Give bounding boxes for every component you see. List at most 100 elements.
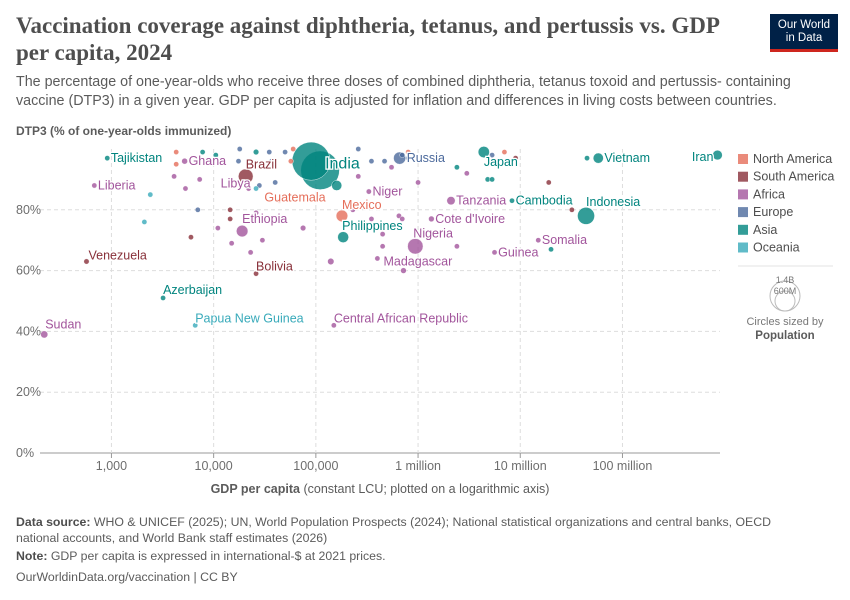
- data-point: [368, 216, 375, 222]
- data-point: [188, 234, 194, 240]
- data-point: [173, 161, 179, 167]
- legend-item-label: Europe: [753, 205, 793, 219]
- x-tick-label: 10 million: [494, 459, 547, 473]
- data-point: [405, 149, 411, 155]
- point-label: Iran: [692, 150, 714, 164]
- point-label: Tanzania: [456, 194, 506, 208]
- data-point: [368, 158, 375, 164]
- point-label: Japan: [484, 155, 518, 169]
- y-tick-label: 40%: [16, 324, 41, 338]
- size-legend-variable: Population: [755, 330, 814, 342]
- data-point: [272, 179, 278, 186]
- data-point: [268, 158, 275, 164]
- data-point: [489, 152, 495, 158]
- x-axis-label-rest: (constant LCU; plotted on a logarithmic …: [303, 482, 549, 496]
- point-label: Papua New Guinea: [195, 311, 303, 325]
- data-point: [235, 158, 242, 164]
- note: Note: GDP per capita is expressed in int…: [16, 548, 816, 564]
- point-label: Niger: [372, 185, 402, 199]
- points-layer: [40, 141, 723, 339]
- data-point: [381, 158, 388, 164]
- point-label: Vietnam: [604, 151, 650, 165]
- data-point: [40, 330, 49, 339]
- data-point: [288, 158, 294, 164]
- data-point: [331, 180, 342, 191]
- x-axis-label: GDP per capita (constant LCU; plotted on…: [211, 482, 550, 496]
- point-label: Russia: [407, 151, 445, 165]
- point-label: Central African Republic: [334, 311, 468, 325]
- point-label: Libya: [221, 177, 251, 191]
- data-point: [501, 149, 508, 155]
- data-source: Data source: WHO & UNICEF (2025); UN, Wo…: [16, 514, 816, 546]
- data-point: [236, 146, 243, 152]
- x-axis-label-bold: GDP per capita: [211, 482, 301, 496]
- data-point: [379, 243, 386, 250]
- data-point: [545, 179, 552, 186]
- data-point: [327, 258, 335, 265]
- data-point: [446, 196, 456, 206]
- data-point: [399, 216, 406, 222]
- data-point: [236, 225, 249, 238]
- data-point: [350, 206, 356, 213]
- x-tick-label: 100 million: [593, 459, 653, 473]
- x-tick-label: 1,000: [96, 459, 127, 473]
- data-point: [253, 210, 259, 216]
- data-point: [259, 237, 266, 243]
- owid-logo[interactable]: Our World in Data: [770, 14, 838, 52]
- data-point: [548, 246, 554, 253]
- legend-item-label: Asia: [753, 223, 777, 237]
- data-point: [388, 164, 395, 171]
- data-point: [147, 191, 154, 198]
- point-label: Indonesia: [586, 195, 640, 209]
- data-point: [245, 185, 252, 192]
- data-point: [399, 152, 406, 158]
- axis-ticks: 0% 20% 40% 60% 80% 1,000 10,000 100,000 1 millio…: [16, 203, 652, 473]
- grid: [40, 149, 720, 458]
- data-point: [83, 258, 90, 265]
- data-point: [428, 215, 435, 222]
- source-url[interactable]: OurWorldinData.org/vaccination | CC BY: [16, 570, 238, 584]
- data-point: [228, 240, 235, 247]
- data-point: [592, 152, 604, 164]
- data-point: [509, 197, 515, 204]
- data-point: [464, 170, 470, 177]
- data-point: [577, 207, 595, 225]
- point-label: Sudan: [45, 317, 81, 331]
- point-label: Liberia: [98, 178, 136, 192]
- point-label: Bolivia: [256, 260, 293, 274]
- x-tick-label: 10,000: [195, 459, 233, 473]
- data-point: [227, 216, 233, 222]
- data-point: [215, 225, 221, 231]
- data-point: [337, 231, 349, 243]
- data-point: [290, 146, 296, 152]
- point-label: Cote d'Ivoire: [435, 212, 505, 226]
- point-label: Tajikistan: [111, 151, 162, 165]
- data-point: [300, 225, 307, 232]
- region-legend: North America South America Africa Europe As…: [738, 152, 834, 267]
- data-point: [182, 185, 189, 192]
- point-label: Philippines: [342, 219, 402, 233]
- note-label: Note:: [16, 549, 48, 563]
- data-point: [712, 150, 723, 161]
- data-point: [227, 206, 233, 213]
- data-point: [266, 149, 273, 155]
- data-point: [253, 270, 259, 277]
- data-point: [355, 146, 362, 152]
- data-point: [366, 188, 372, 195]
- data-point: [355, 173, 362, 180]
- data-point: [171, 173, 177, 180]
- legend-swatch: [738, 224, 748, 235]
- data-point: [181, 157, 188, 165]
- data-point: [491, 249, 498, 256]
- data-point: [160, 295, 166, 301]
- point-label: Guatemala: [264, 191, 325, 205]
- data-point: [253, 149, 260, 156]
- data-point: [282, 149, 288, 155]
- data-point: [331, 322, 337, 329]
- data-point: [335, 209, 348, 222]
- point-label: Nigeria: [413, 226, 453, 240]
- data-point: [405, 155, 411, 161]
- legend-swatch: [738, 207, 748, 218]
- data-point: [276, 197, 283, 204]
- data-point: [415, 179, 421, 186]
